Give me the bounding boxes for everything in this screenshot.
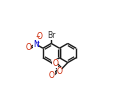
Text: +: + xyxy=(36,40,40,45)
Text: O: O xyxy=(57,67,62,76)
Text: Br: Br xyxy=(47,31,55,40)
Text: O: O xyxy=(49,71,55,80)
Text: O: O xyxy=(37,33,43,42)
Text: N: N xyxy=(33,40,39,49)
Text: O: O xyxy=(52,59,58,68)
Text: −: − xyxy=(35,33,40,38)
Text: O: O xyxy=(26,43,31,52)
